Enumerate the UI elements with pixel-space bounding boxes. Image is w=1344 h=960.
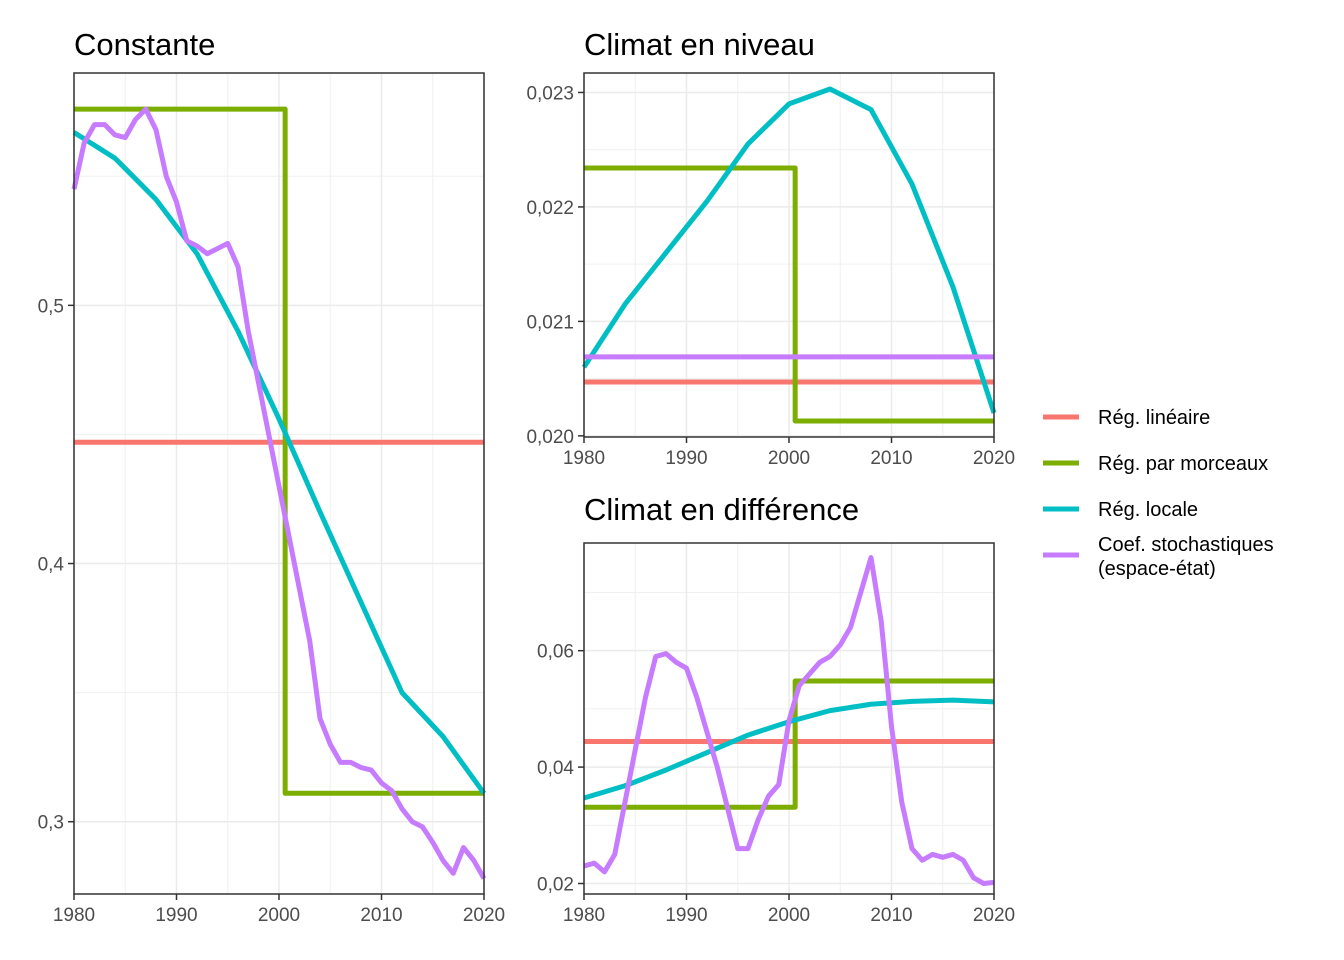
x-tick-label: 2000 [258,905,300,926]
series-line-3 [71,106,487,880]
chart-panel-2: Climat en différence 1980 1990 2000 2010 2020… [537,492,1015,926]
legend: Rég. linéaire Rég. par morceaux Rég. local… [1043,407,1274,580]
chart-panel-1: Climat en niveau 1980 1990 2000 2010 2020 0,02… [526,27,1015,469]
x-tick-label: 2020 [463,905,505,926]
chart-panel-0: Constante 1980 1990 2000 2010 2020 0,3 0,4 0,5 [38,27,506,926]
legend-label-0: Rég. linéaire [1098,407,1210,429]
chart-title: Climat en niveau [584,27,815,62]
x-tick-label: 2010 [870,448,912,469]
series-line-1 [74,106,484,796]
y-tick-label: 0,020 [526,427,574,448]
legend-label-3: Coef. stochastiques (espace-état) [1098,534,1274,580]
x-tick-label: 2010 [360,905,402,926]
x-tick-label: 2000 [768,905,810,926]
y-tick-label: 0,021 [526,312,574,333]
x-tick-label: 2010 [870,905,912,926]
x-tick-label: 1980 [563,905,605,926]
chart-title: Constante [74,27,215,62]
y-tick-label: 0,4 [38,555,65,576]
series-line-1 [584,165,994,424]
y-tick-label: 0,3 [38,813,64,834]
series-line-1 [584,678,994,810]
y-tick-label: 0,04 [537,758,574,779]
x-tick-label: 1990 [665,905,707,926]
y-tick-label: 0,5 [38,296,64,317]
x-tick-label: 1980 [53,905,95,926]
x-tick-label: 1990 [665,448,707,469]
chart-title: Climat en différence [584,492,859,527]
legend-label-1: Rég. par morceaux [1098,453,1268,475]
y-tick-label: 0,022 [526,198,574,219]
series-line-2 [581,86,997,414]
x-tick-label: 2020 [973,905,1015,926]
y-tick-label: 0,02 [537,875,574,896]
x-tick-label: 2020 [973,448,1015,469]
legend-label-2: Rég. locale [1098,499,1198,521]
y-tick-label: 0,023 [526,83,574,104]
x-tick-label: 2000 [768,448,810,469]
x-tick-label: 1990 [155,905,197,926]
series-line-3 [583,555,995,887]
y-tick-label: 0,06 [537,642,574,663]
series-line-2 [72,130,487,795]
x-tick-label: 1980 [563,448,605,469]
